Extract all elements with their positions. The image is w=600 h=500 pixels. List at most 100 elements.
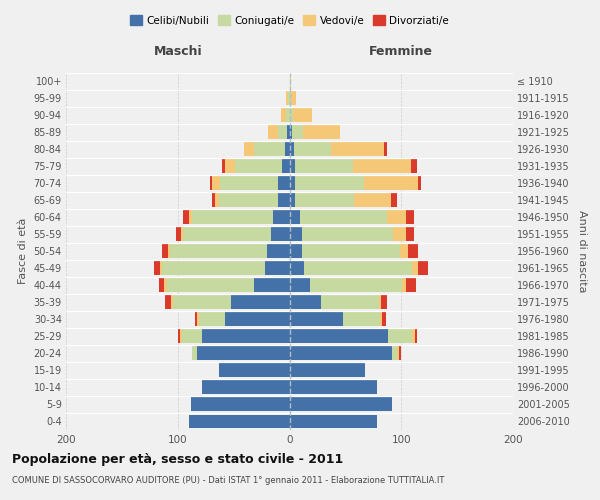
- Bar: [281, 159, 290, 173]
- Bar: [224, 159, 235, 173]
- Bar: [331, 142, 385, 156]
- Bar: [223, 159, 224, 173]
- Bar: [167, 244, 170, 258]
- Bar: [400, 244, 408, 258]
- Bar: [295, 176, 364, 190]
- Y-axis label: Fasce di età: Fasce di età: [18, 218, 28, 284]
- Bar: [286, 108, 290, 122]
- Bar: [403, 278, 406, 292]
- Bar: [412, 159, 417, 173]
- Bar: [286, 91, 289, 105]
- Bar: [302, 244, 400, 258]
- Bar: [290, 176, 295, 190]
- Bar: [364, 176, 418, 190]
- Bar: [408, 244, 418, 258]
- Bar: [224, 312, 290, 326]
- Bar: [160, 262, 162, 276]
- Bar: [170, 244, 267, 258]
- Bar: [289, 91, 290, 105]
- Bar: [278, 176, 290, 190]
- Bar: [290, 398, 392, 411]
- Text: Maschi: Maschi: [154, 45, 202, 58]
- Bar: [162, 244, 167, 258]
- Text: Popolazione per età, sesso e stato civile - 2011: Popolazione per età, sesso e stato civil…: [12, 452, 343, 466]
- Bar: [290, 244, 302, 258]
- Bar: [176, 227, 181, 241]
- Bar: [290, 330, 388, 344]
- Bar: [171, 296, 173, 310]
- Bar: [220, 176, 278, 190]
- Bar: [394, 227, 406, 241]
- Bar: [290, 262, 304, 276]
- Bar: [397, 346, 399, 360]
- Bar: [202, 330, 290, 344]
- Bar: [181, 227, 184, 241]
- Bar: [194, 312, 197, 326]
- Bar: [304, 262, 412, 276]
- Bar: [302, 227, 394, 241]
- Bar: [189, 414, 290, 428]
- Bar: [192, 346, 197, 360]
- Text: Femmine: Femmine: [369, 45, 433, 58]
- Bar: [290, 346, 392, 360]
- Bar: [290, 142, 294, 156]
- Bar: [412, 262, 418, 276]
- Bar: [353, 159, 412, 173]
- Bar: [202, 380, 290, 394]
- Bar: [254, 142, 285, 156]
- Bar: [232, 296, 290, 310]
- Bar: [295, 193, 355, 207]
- Bar: [299, 210, 387, 224]
- Bar: [162, 262, 265, 276]
- Bar: [159, 278, 164, 292]
- Bar: [391, 193, 397, 207]
- Bar: [290, 380, 377, 394]
- Bar: [382, 312, 386, 326]
- Bar: [290, 227, 302, 241]
- Bar: [192, 210, 273, 224]
- Bar: [285, 142, 290, 156]
- Bar: [412, 330, 415, 344]
- Bar: [406, 278, 416, 292]
- Bar: [278, 125, 287, 139]
- Bar: [392, 346, 397, 360]
- Bar: [294, 142, 331, 156]
- Bar: [343, 312, 380, 326]
- Bar: [173, 296, 232, 310]
- Bar: [355, 193, 391, 207]
- Bar: [290, 210, 299, 224]
- Bar: [379, 296, 381, 310]
- Legend: Celibi/Nubili, Coniugati/e, Vedovi/e, Divorziati/e: Celibi/Nubili, Coniugati/e, Vedovi/e, Di…: [128, 14, 451, 28]
- Bar: [212, 176, 220, 190]
- Bar: [265, 262, 290, 276]
- Bar: [388, 330, 412, 344]
- Bar: [406, 210, 413, 224]
- Bar: [303, 125, 340, 139]
- Bar: [219, 193, 278, 207]
- Bar: [290, 125, 292, 139]
- Bar: [154, 262, 160, 276]
- Bar: [385, 142, 387, 156]
- Bar: [418, 262, 428, 276]
- Bar: [180, 330, 182, 344]
- Bar: [418, 176, 421, 190]
- Bar: [212, 193, 215, 207]
- Bar: [244, 142, 254, 156]
- Bar: [387, 210, 406, 224]
- Bar: [290, 296, 321, 310]
- Bar: [184, 210, 189, 224]
- Bar: [191, 398, 290, 411]
- Bar: [268, 125, 278, 139]
- Bar: [189, 210, 192, 224]
- Bar: [199, 312, 224, 326]
- Bar: [197, 312, 199, 326]
- Bar: [293, 108, 312, 122]
- Bar: [271, 227, 290, 241]
- Bar: [235, 159, 281, 173]
- Bar: [290, 312, 343, 326]
- Bar: [290, 193, 295, 207]
- Bar: [399, 346, 401, 360]
- Bar: [178, 330, 180, 344]
- Bar: [290, 414, 377, 428]
- Bar: [215, 193, 219, 207]
